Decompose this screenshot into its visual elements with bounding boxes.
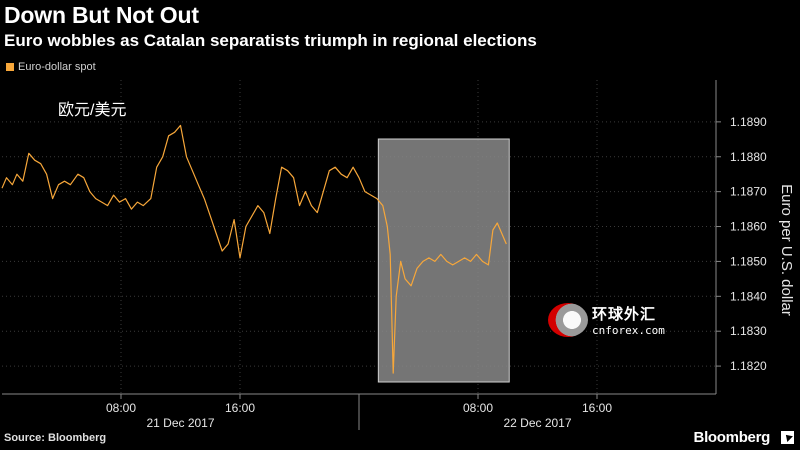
y-axis-label: Euro per U.S. dollar <box>778 184 795 316</box>
y-tick-label: 1.1840 <box>730 289 767 303</box>
watermark-chinese: 环球外汇 <box>592 306 657 323</box>
chart-title: Down But Not Out <box>4 2 199 28</box>
series-line-eurusd <box>1 124 507 374</box>
brand-logo: Bloomberg <box>693 429 771 446</box>
y-tick-label: 1.1820 <box>730 359 767 373</box>
highlight-box <box>377 138 510 383</box>
overlay-label: 欧元/美元 <box>58 102 127 119</box>
y-tick-label: 1.1870 <box>730 185 767 199</box>
y-tick-label: 1.1890 <box>730 115 767 129</box>
date-label: 21 Dec 2017 <box>146 416 214 430</box>
legend-label: Euro-dollar spot <box>18 61 96 73</box>
y-tick-label: 1.1830 <box>730 324 767 338</box>
y-tick-label: 1.1860 <box>730 220 767 234</box>
y-tick-label: 1.1850 <box>730 254 767 268</box>
chart-subtitle: Euro wobbles as Catalan separatists triu… <box>4 31 537 50</box>
x-tick-label: 16:00 <box>582 401 612 415</box>
watermark: 环球外汇 cnforex.com <box>548 303 665 337</box>
watermark-english: cnforex.com <box>592 324 665 337</box>
watermark-logo-icon <box>548 303 588 337</box>
y-tick-label: 1.1880 <box>730 150 767 164</box>
legend-swatch <box>6 63 14 71</box>
x-tick-label: 08:00 <box>463 401 493 415</box>
legend: Euro-dollar spot <box>6 61 96 73</box>
x-tick-label: 16:00 <box>225 401 255 415</box>
source-note: Source: Bloomberg <box>4 432 107 444</box>
date-label: 22 Dec 2017 <box>503 416 571 430</box>
brand-arrow-icon <box>781 431 794 444</box>
x-tick-label: 08:00 <box>106 401 136 415</box>
